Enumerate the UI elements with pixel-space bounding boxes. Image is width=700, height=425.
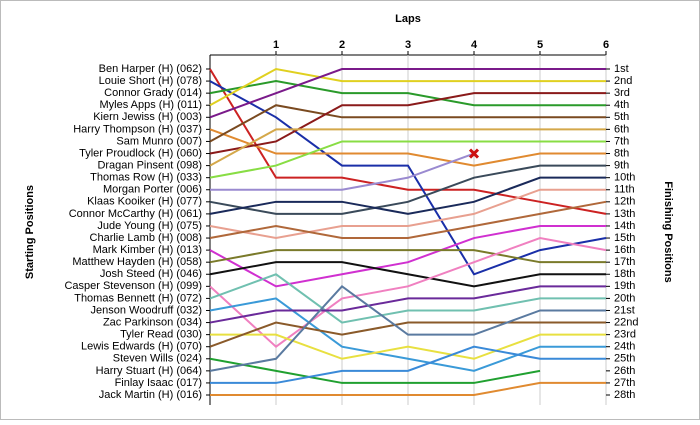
y2-tick-label: 19th bbox=[614, 280, 635, 292]
driver-label: Lewis Edwards (H) (070) bbox=[81, 341, 202, 353]
y2-tick-label: 21st bbox=[614, 304, 635, 316]
lap-line bbox=[209, 68, 606, 119]
driver-label: Morgan Porter (006) bbox=[103, 184, 202, 196]
driver-label: Jenson Woodruff (032) bbox=[91, 304, 203, 316]
y2-tick-label: 12th bbox=[614, 196, 635, 208]
lap-line bbox=[209, 80, 607, 276]
driver-label: Charlie Lamb (H) (008) bbox=[90, 232, 202, 244]
y2-tick-label: 26th bbox=[614, 365, 635, 377]
driver-label: Kiern Jewiss (H) (003) bbox=[93, 111, 202, 123]
x-axis-title: Laps bbox=[395, 13, 421, 25]
driver-label: Mark Kimber (H) (013) bbox=[93, 244, 202, 256]
lap-line bbox=[209, 92, 606, 155]
driver-label: Harry Thompson (H) (037) bbox=[73, 123, 202, 135]
y2-tick-label: 17th bbox=[614, 256, 635, 268]
lap-line bbox=[209, 164, 606, 215]
y2-tick-label: 25th bbox=[614, 353, 635, 365]
y2-tick-label: 9th bbox=[614, 159, 629, 171]
driver-label: Jude Young (H) (075) bbox=[97, 220, 202, 232]
x-tick-label: 1 bbox=[273, 39, 279, 51]
y2-tick-label: 24th bbox=[614, 341, 635, 353]
driver-label: Tyler Proudlock (H) (060) bbox=[79, 147, 202, 159]
y2-tick-label: 6th bbox=[614, 123, 629, 135]
y2-axis-title: Finishing Positions bbox=[662, 181, 674, 282]
driver-label: Josh Steed (H) (046) bbox=[100, 268, 202, 280]
lap-line bbox=[209, 224, 606, 288]
lap-line bbox=[210, 152, 475, 191]
lap-line bbox=[210, 381, 606, 396]
y2-tick-label: 3rd bbox=[614, 87, 630, 99]
driver-label: Casper Stevenson (H) (099) bbox=[64, 280, 202, 292]
lap-line bbox=[209, 285, 606, 324]
y2-tick-label: 10th bbox=[614, 172, 635, 184]
x-tick-label: 4 bbox=[471, 39, 478, 51]
y2-tick-label: 28th bbox=[614, 389, 635, 401]
x-tick-label: 2 bbox=[339, 39, 345, 51]
lap-line bbox=[209, 67, 606, 107]
lap-line bbox=[210, 333, 606, 360]
driver-label: Zac Parkinson (034) bbox=[103, 316, 202, 328]
lap-line bbox=[209, 140, 606, 179]
x-tick-label: 6 bbox=[603, 39, 609, 51]
y-axis-title: Starting Positions bbox=[24, 185, 36, 279]
driver-label: Myles Apps (H) (011) bbox=[100, 99, 203, 111]
driver-label: Sam Munro (007) bbox=[116, 135, 202, 147]
driver-label: Connor Grady (014) bbox=[104, 87, 202, 99]
driver-label: Jack Martin (H) (016) bbox=[99, 389, 202, 401]
y2-tick-label: 23rd bbox=[614, 329, 636, 341]
y2-tick-label: 4th bbox=[614, 99, 629, 111]
y2-tick-label: 18th bbox=[614, 268, 635, 280]
lap-line bbox=[209, 80, 606, 107]
driver-label: Klaas Kooiker (H) (077) bbox=[87, 196, 202, 208]
lap-line bbox=[209, 321, 606, 348]
driver-label: Louie Short (H) (078) bbox=[99, 75, 202, 87]
lap-line bbox=[209, 237, 607, 348]
lap-line bbox=[209, 104, 606, 143]
y2-tick-label: 2nd bbox=[614, 75, 632, 87]
y2-tick-label: 20th bbox=[614, 292, 635, 304]
lap-line bbox=[209, 188, 606, 240]
lap-line bbox=[209, 297, 606, 372]
lap-line bbox=[209, 128, 606, 167]
y2-tick-label: 16th bbox=[614, 244, 635, 256]
driver-label: Steven Wills (024) bbox=[113, 353, 202, 365]
lap-line bbox=[209, 176, 606, 215]
x-tick-label: 3 bbox=[405, 39, 411, 51]
driver-label: Harry Stuart (H) (064) bbox=[96, 365, 202, 377]
y2-tick-label: 22nd bbox=[614, 316, 638, 328]
lap-line bbox=[209, 357, 541, 384]
y2-tick-label: 5th bbox=[614, 111, 629, 123]
lap-line bbox=[209, 249, 606, 264]
y2-tick-label: 27th bbox=[614, 377, 635, 389]
lap-line bbox=[209, 261, 606, 288]
lap-line bbox=[209, 284, 606, 372]
y2-tick-label: 13th bbox=[614, 208, 635, 220]
y2-tick-label: 7th bbox=[614, 135, 629, 147]
y2-tick-label: 1st bbox=[614, 63, 629, 75]
x-tick-label: 5 bbox=[537, 39, 543, 51]
driver-label: Ben Harper (H) (062) bbox=[99, 63, 202, 75]
driver-label: Thomas Row (H) (033) bbox=[90, 172, 202, 184]
driver-label: Matthew Hayden (H) (058) bbox=[72, 256, 202, 268]
driver-label: Dragan Pinsent (098) bbox=[97, 159, 202, 171]
driver-label: Finlay Isaac (017) bbox=[115, 377, 202, 389]
lap-line bbox=[210, 345, 606, 384]
lap-line bbox=[209, 200, 607, 240]
y2-tick-label: 15th bbox=[614, 232, 635, 244]
y2-tick-label: 11th bbox=[614, 184, 635, 196]
driver-label: Connor McCarthy (H) (061) bbox=[69, 208, 202, 220]
lap-line bbox=[209, 68, 607, 215]
retired-marker bbox=[468, 148, 480, 159]
driver-label: Tyler Read (030) bbox=[120, 329, 202, 341]
y2-tick-label: 8th bbox=[614, 147, 629, 159]
y2-tick-label: 14th bbox=[614, 220, 635, 232]
driver-label: Thomas Bennett (H) (072) bbox=[74, 292, 202, 304]
lap-line bbox=[209, 128, 606, 167]
lap-line bbox=[209, 273, 606, 324]
